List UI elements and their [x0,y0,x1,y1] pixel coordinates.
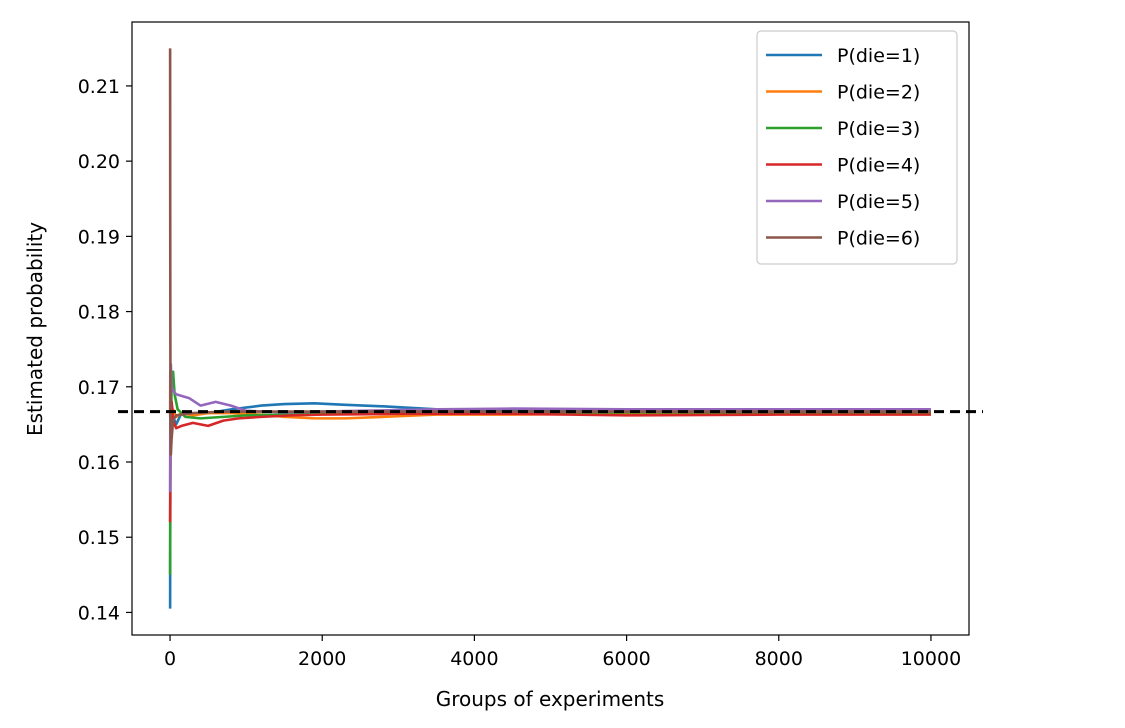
y-axis: 0.14 0.15 0.16 0.17 0.18 0.19 0.20 0.21 [78,76,132,624]
x-tick-label: 2000 [298,648,346,670]
x-tick-label: 10000 [901,648,961,670]
y-tick-label: 0.21 [78,76,120,98]
legend-box [756,30,958,265]
y-axis-label: Estimated probability [23,222,47,436]
x-tick-label: 8000 [755,648,803,670]
y-tick-label: 0.18 [78,302,120,324]
y-tick-label: 0.17 [78,377,120,399]
series-line-3 [168,370,931,575]
y-tick-label: 0.15 [78,527,120,549]
legend: P(die=1) P(die=2) P(die=3) P(die=4) P(die=5)… [756,30,958,265]
y-tick-label: 0.14 [78,602,120,624]
legend-label-1: P(die=1) [837,45,920,67]
y-tick-label: 0.19 [78,226,120,248]
legend-label-5: P(die=5) [837,191,920,213]
legend-label-4: P(die=4) [837,155,920,177]
x-axis: 0 2000 4000 6000 8000 10000 [164,635,961,670]
y-tick-label: 0.20 [78,151,120,173]
x-tick-label: 4000 [450,648,498,670]
legend-label-6: P(die=6) [837,228,920,250]
series-line-5 [168,362,931,493]
x-tick-label: 6000 [602,648,650,670]
series-line-6 [168,48,931,456]
axes-frame [131,21,970,636]
series-line-4 [168,400,931,523]
legend-label-3: P(die=3) [837,118,920,140]
legend-label-2: P(die=2) [837,82,920,104]
y-tick-label: 0.16 [78,452,120,474]
x-axis-label: Groups of experiments [436,687,665,711]
x-tick-label: 0 [164,648,176,670]
